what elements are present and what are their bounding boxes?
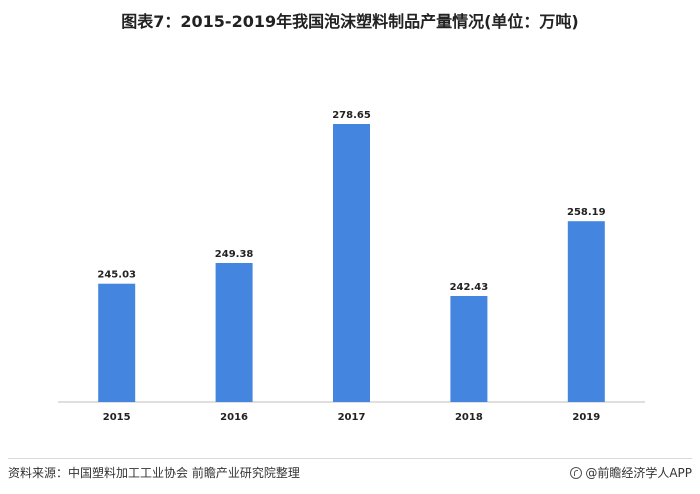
bar-2016: [215, 263, 253, 402]
value-label-2017: 278.65: [332, 110, 371, 121]
source-text: 资料来源：中国塑料加工工业协会 前瞻产业研究院整理: [8, 466, 300, 480]
x-tick-label-2019: 2019: [572, 412, 600, 423]
value-label-2015: 245.03: [97, 270, 136, 281]
bar-2015: [98, 283, 136, 402]
x-tick-label-2018: 2018: [455, 412, 483, 423]
value-label-2016: 249.38: [215, 249, 254, 260]
value-label-2019: 258.19: [567, 207, 606, 218]
x-tick-label-2017: 2017: [338, 412, 366, 423]
brand-logo-icon: [570, 466, 583, 479]
x-tick-label-2016: 2016: [220, 412, 248, 423]
bar-2018: [450, 296, 488, 402]
bar-2019: [567, 221, 605, 402]
footer: 资料来源：中国塑料加工工业协会 前瞻产业研究院整理 @前瞻经济学人APP: [8, 462, 692, 484]
footer-divider: [8, 458, 692, 459]
brand-text: @前瞻经济学人APP: [585, 466, 692, 480]
chart-title: 图表7：2015-2019年我国泡沫塑料制品产量情况(单位：万吨): [121, 12, 579, 31]
x-tick-label-2015: 2015: [103, 412, 131, 423]
value-label-2018: 242.43: [450, 282, 489, 293]
bar-2017: [333, 124, 370, 402]
brand-credit: @前瞻经济学人APP: [570, 464, 692, 481]
